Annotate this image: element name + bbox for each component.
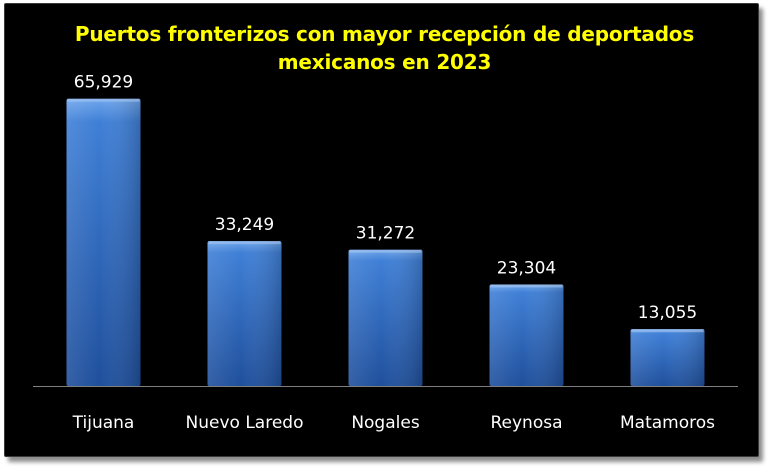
bar-highlight [208, 241, 281, 245]
value-labels-layer: 65,929 33,249 31,272 23,304 13,055 [74, 73, 697, 323]
bar-highlight [67, 98, 140, 102]
category-label: Tijuana [72, 413, 135, 433]
bar-shading [630, 329, 705, 386]
bar-highlight [490, 284, 563, 288]
bar-matamoros [630, 329, 705, 386]
bar-shading [207, 241, 282, 386]
category-label: Matamoros [620, 413, 715, 433]
bar-shading [489, 284, 564, 386]
value-label: 31,272 [356, 224, 415, 244]
category-label: Nuevo Laredo [186, 413, 304, 433]
bar-highlight [631, 329, 704, 333]
chart-title-line-2: mexicanos en 2023 [277, 50, 492, 74]
bars-layer [66, 98, 705, 387]
chart-title: Puertos fronterizos con mayor recepción … [0, 20, 769, 76]
bar-nuevo-laredo [207, 241, 282, 386]
bar-highlight [349, 249, 422, 253]
value-label: 65,929 [74, 73, 133, 93]
bar-shading [348, 249, 423, 386]
category-label: Reynosa [490, 413, 562, 433]
chart-title-line-1: Puertos fronterizos con mayor recepción … [74, 22, 695, 46]
value-label: 33,249 [215, 215, 274, 235]
category-labels-layer: Tijuana Nuevo Laredo Nogales Reynosa Matamor… [72, 413, 715, 433]
value-label: 23,304 [497, 258, 556, 278]
bar-shading [66, 98, 141, 387]
category-label: Nogales [351, 413, 420, 433]
bar-nogales [348, 249, 423, 386]
value-label: 13,055 [638, 303, 697, 323]
bar-reynosa [489, 284, 564, 386]
bar-tijuana [66, 98, 141, 387]
